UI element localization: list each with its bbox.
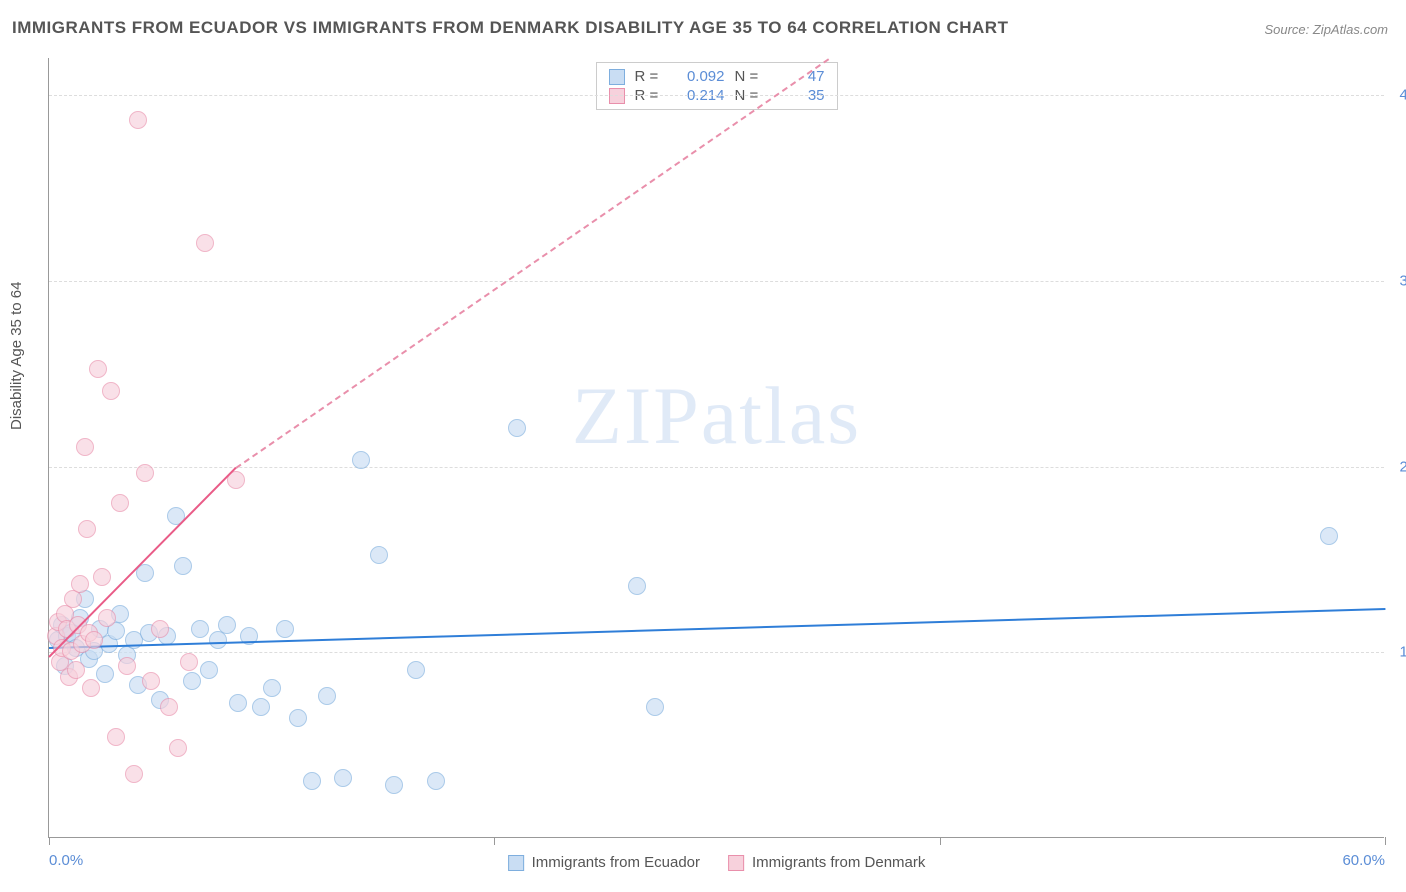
data-point (628, 577, 646, 595)
data-point (82, 679, 100, 697)
legend-n-label: N = (735, 68, 763, 85)
data-point (252, 698, 270, 716)
x-tick-label: 60.0% (1342, 852, 1385, 869)
gridline (49, 652, 1384, 653)
data-point (427, 772, 445, 790)
legend-swatch (508, 855, 524, 871)
data-point (196, 234, 214, 252)
data-point (78, 520, 96, 538)
x-tick (940, 837, 941, 845)
data-point (352, 451, 370, 469)
watermark: ZIPatlas (572, 369, 861, 463)
y-tick-label: 30.0% (1399, 272, 1406, 289)
data-point (180, 653, 198, 671)
data-point (151, 620, 169, 638)
data-point (169, 739, 187, 757)
watermark-zip: ZIP (572, 370, 701, 461)
legend-series-name: Immigrants from Denmark (752, 854, 925, 871)
data-point (508, 419, 526, 437)
legend-r-value: 0.092 (673, 68, 725, 85)
data-point (76, 438, 94, 456)
legend-n-value: 47 (773, 68, 825, 85)
gridline (49, 95, 1384, 96)
data-point (125, 765, 143, 783)
chart-plot-area: ZIPatlas R =0.092N =47R =0.214N =35 Immi… (48, 58, 1384, 838)
data-point (71, 575, 89, 593)
legend-swatch (609, 69, 625, 85)
source-label: Source: ZipAtlas.com (1264, 22, 1388, 37)
y-axis-label: Disability Age 35 to 64 (8, 282, 25, 430)
y-tick-label: 20.0% (1399, 458, 1406, 475)
x-tick (49, 837, 50, 845)
legend-swatch (728, 855, 744, 871)
x-tick-label: 0.0% (49, 852, 83, 869)
data-point (111, 494, 129, 512)
data-point (89, 360, 107, 378)
data-point (93, 568, 111, 586)
data-point (303, 772, 321, 790)
legend-item: Immigrants from Denmark (728, 854, 925, 871)
data-point (370, 546, 388, 564)
series-legend: Immigrants from Ecuador Immigrants from D… (508, 854, 926, 871)
data-point (276, 620, 294, 638)
data-point (174, 557, 192, 575)
data-point (98, 609, 116, 627)
y-tick-label: 10.0% (1399, 644, 1406, 661)
trend-line (235, 58, 828, 468)
data-point (229, 694, 247, 712)
chart-title: IMMIGRANTS FROM ECUADOR VS IMMIGRANTS FR… (12, 18, 1008, 38)
data-point (218, 616, 236, 634)
data-point (334, 769, 352, 787)
data-point (263, 679, 281, 697)
data-point (107, 728, 125, 746)
data-point (200, 661, 218, 679)
data-point (67, 661, 85, 679)
data-point (191, 620, 209, 638)
data-point (96, 665, 114, 683)
data-point (646, 698, 664, 716)
data-point (85, 631, 103, 649)
data-point (160, 698, 178, 716)
watermark-atlas: atlas (701, 370, 861, 461)
data-point (289, 709, 307, 727)
data-point (385, 776, 403, 794)
legend-r-label: R = (635, 68, 663, 85)
gridline (49, 281, 1384, 282)
legend-series-name: Immigrants from Ecuador (532, 854, 700, 871)
data-point (318, 687, 336, 705)
data-point (142, 672, 160, 690)
data-point (102, 382, 120, 400)
gridline (49, 467, 1384, 468)
data-point (407, 661, 425, 679)
y-tick-label: 40.0% (1399, 87, 1406, 104)
x-tick (494, 837, 495, 845)
data-point (183, 672, 201, 690)
data-point (129, 111, 147, 129)
correlation-legend: R =0.092N =47R =0.214N =35 (596, 62, 838, 110)
data-point (136, 464, 154, 482)
x-tick (1385, 837, 1386, 845)
legend-item: Immigrants from Ecuador (508, 854, 700, 871)
data-point (1320, 527, 1338, 545)
data-point (118, 657, 136, 675)
